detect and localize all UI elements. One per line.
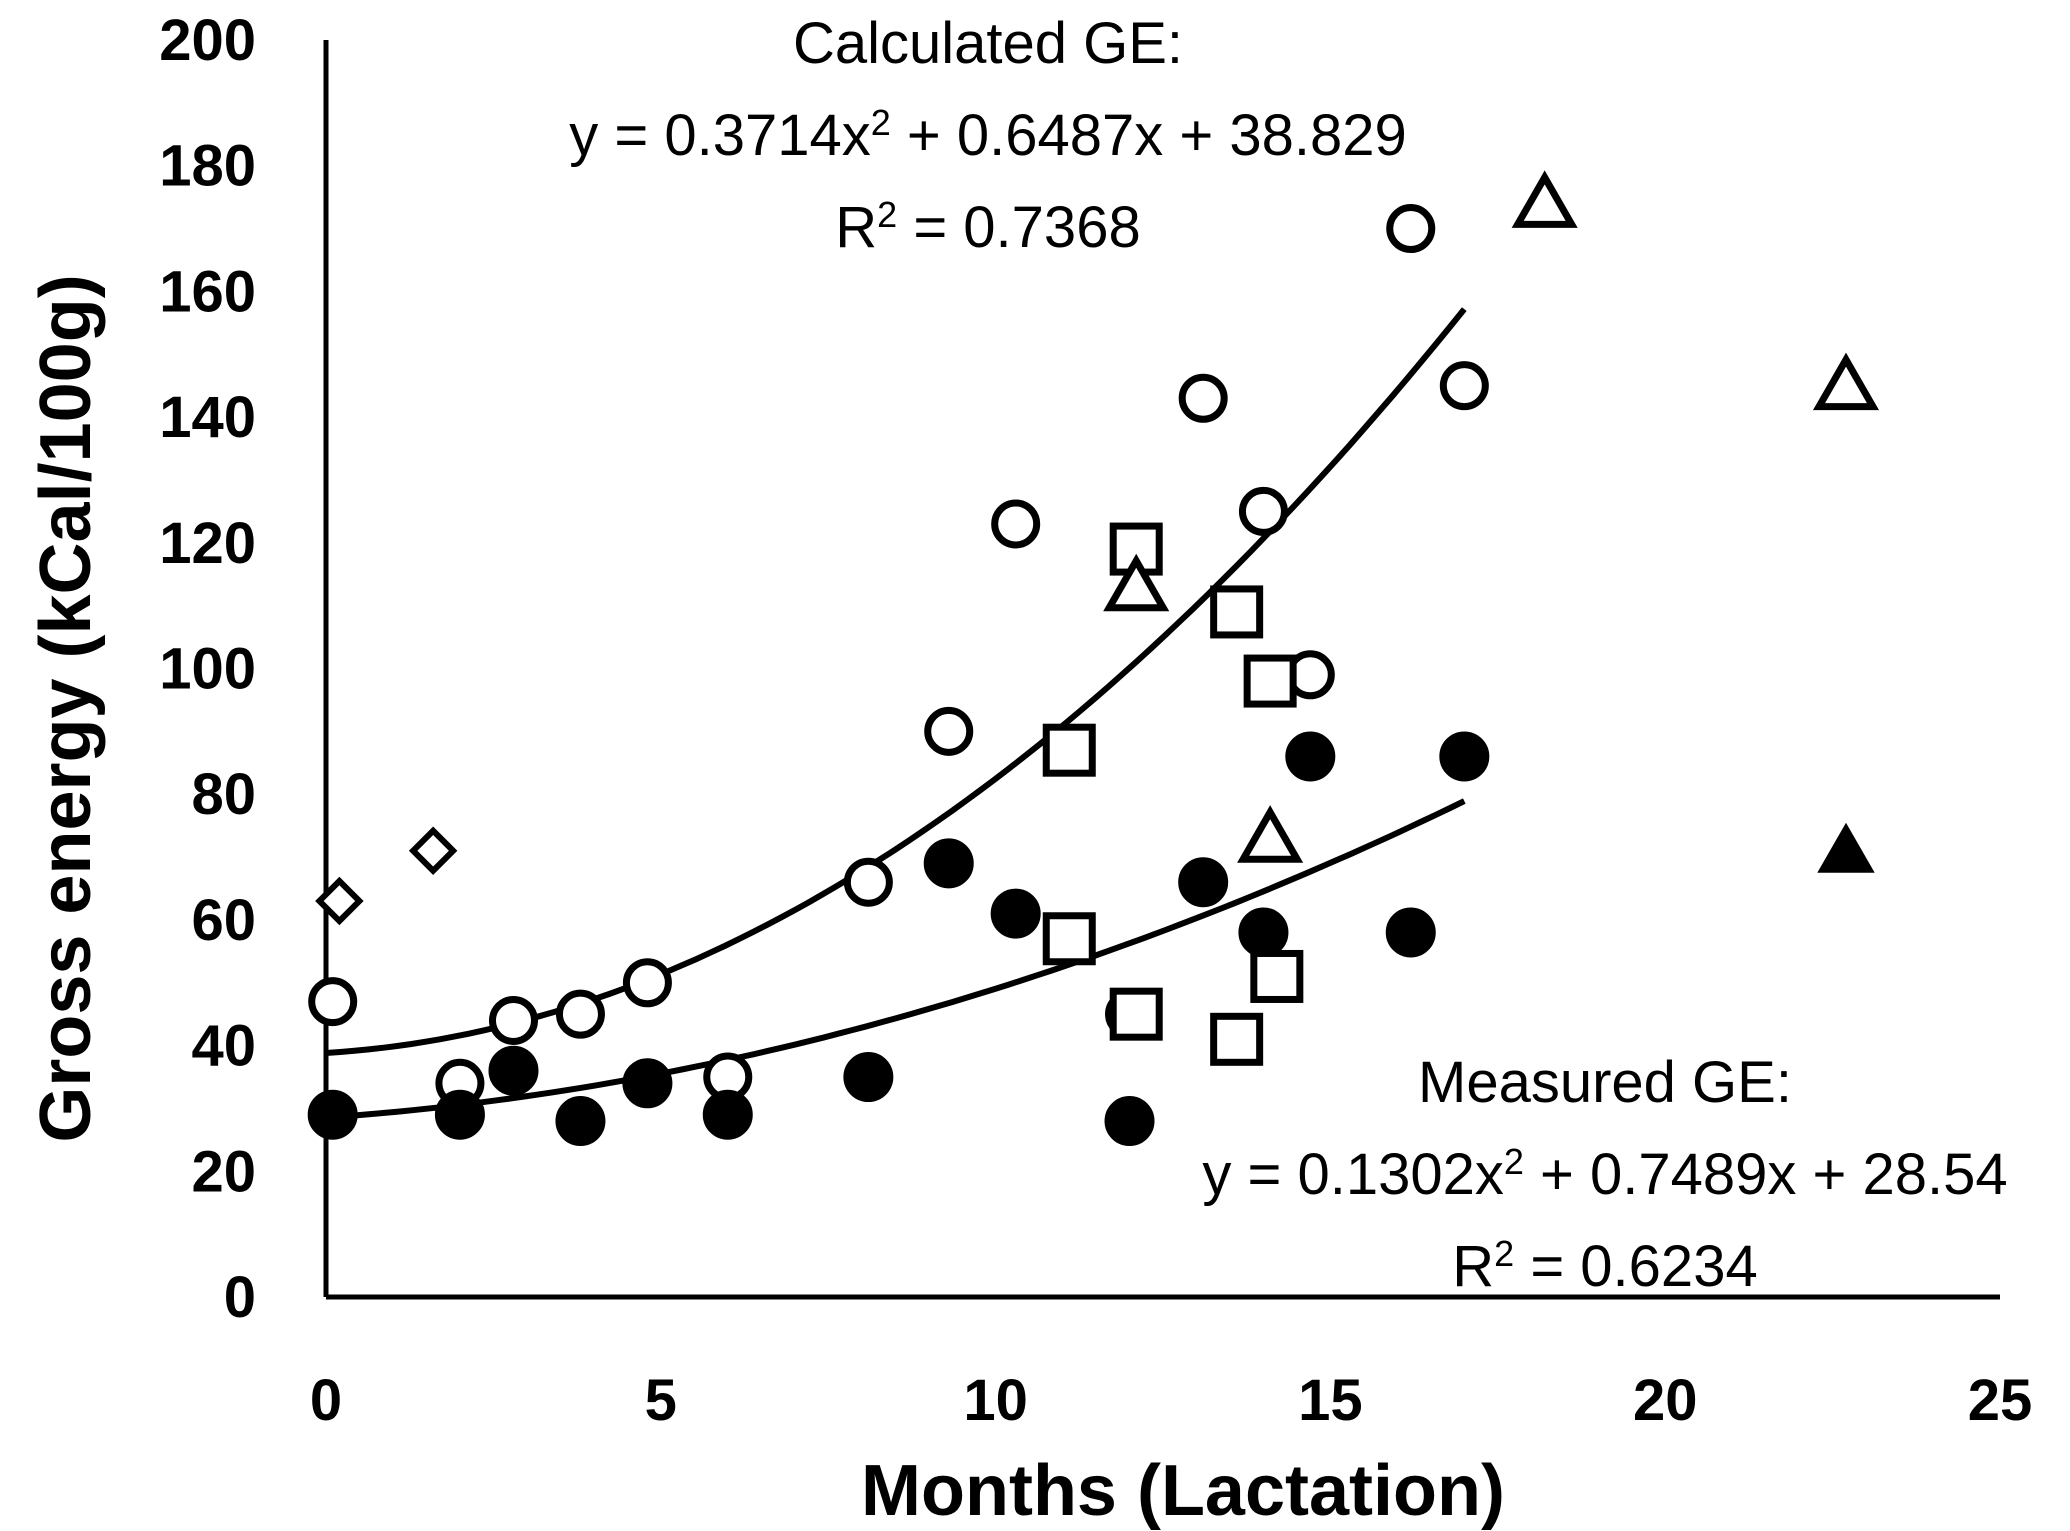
x-axis-title: Months (Lactation) [861,1451,1505,1531]
measured-ge-r2: R2 = 0.6234 [1452,1233,1757,1300]
data-point-circle-filled [702,1089,753,1140]
y-tick-label: 180 [159,134,256,199]
data-point-circle-open [308,977,358,1027]
data-point-circle-filled [555,1096,606,1147]
calculated-ge-label: Calculated GE: [793,11,1183,76]
data-point-diamond-open [315,876,364,926]
data-point-diamond-open [408,826,458,876]
data-point-circle-open [1439,361,1489,411]
data-point-triangle-open [1511,170,1578,228]
data-point-square-open [1210,585,1264,639]
y-tick-label: 0 [224,1265,256,1330]
data-point-circle-open [555,989,605,1039]
y-tick-label: 20 [191,1139,256,1204]
data-point-circle-filled [1385,907,1436,958]
data-point-circle-filled [1104,1096,1155,1147]
tick-labels: 0 20 40 60 80 100 120 140 160 180 200 0 5 10 15 20 25 [159,8,2032,1433]
y-tick-label: 100 [159,637,256,702]
data-point-circle-filled [843,1052,894,1103]
data-point-square-open [1042,912,1096,966]
data-point-circle-open [1238,486,1288,536]
data-point-triangle-open [1237,805,1304,863]
y-tick-label: 120 [159,511,256,576]
data-point-circle-filled [488,1045,539,1096]
data-point-circle-filled [923,838,974,889]
x-tick-label: 10 [963,1368,1028,1433]
y-tick-label: 200 [159,8,256,73]
y-tick-label: 60 [191,888,256,953]
data-point-triangle-open [1812,352,1880,411]
data-point-circle-open [924,706,974,756]
data-point-circle-open [991,499,1041,549]
measured-ge-annotation: Measured GE: y = 0.1302x2 + 0.7489x + 28… [1202,1050,2007,1299]
data-point-circle-filled [1439,731,1490,782]
data-point-triangle-filled [1817,822,1875,873]
x-tick-label: 20 [1633,1368,1698,1433]
axes [323,40,2000,1300]
y-tick-label: 40 [191,1014,256,1079]
x-tick-label: 0 [310,1368,342,1433]
data-point-circle-filled [990,888,1041,939]
data-point-circle-open [1386,204,1436,254]
data-points [307,170,1880,1147]
data-point-square-open [1042,723,1096,777]
data-point-circle-filled [622,1058,673,1109]
data-point-square-open [1250,949,1304,1003]
y-tick-label: 80 [191,762,256,827]
data-point-circle-open [1178,373,1228,423]
y-tick-label: 160 [159,259,256,324]
measured-ge-label: Measured GE: [1418,1050,1792,1115]
data-point-square-open [1109,987,1163,1041]
data-point-circle-filled [1238,907,1289,958]
x-tick-label: 5 [645,1368,677,1433]
measured-ge-equation: y = 0.1302x2 + 0.7489x + 28.54 [1202,1141,2007,1208]
data-point-square-open [1243,654,1297,708]
data-point-circle-filled [307,1089,358,1140]
data-point-circle-open [488,995,538,1045]
data-point-circle-filled [1285,731,1336,782]
calculated-ge-annotation: Calculated GE: y = 0.3714x2 + 0.6487x + … [569,11,1407,260]
y-tick-label: 140 [159,385,256,450]
data-point-circle-filled [1178,857,1229,908]
calculated-ge-r2: R2 = 0.7368 [835,194,1140,261]
data-point-square-open [1210,1012,1264,1066]
data-point-circle-filled [434,1089,485,1140]
data-point-triangle-open [1103,553,1170,612]
data-point-circle-open [843,857,893,907]
x-tick-label: 15 [1298,1368,1363,1433]
x-tick-label: 25 [1968,1368,2033,1433]
trendline [325,798,1466,1121]
data-point-circle-open [622,958,672,1008]
y-axis-title: Gross energy (kCal/100g) [26,274,106,1142]
calculated-ge-equation: y = 0.3714x2 + 0.6487x + 38.829 [569,102,1407,169]
